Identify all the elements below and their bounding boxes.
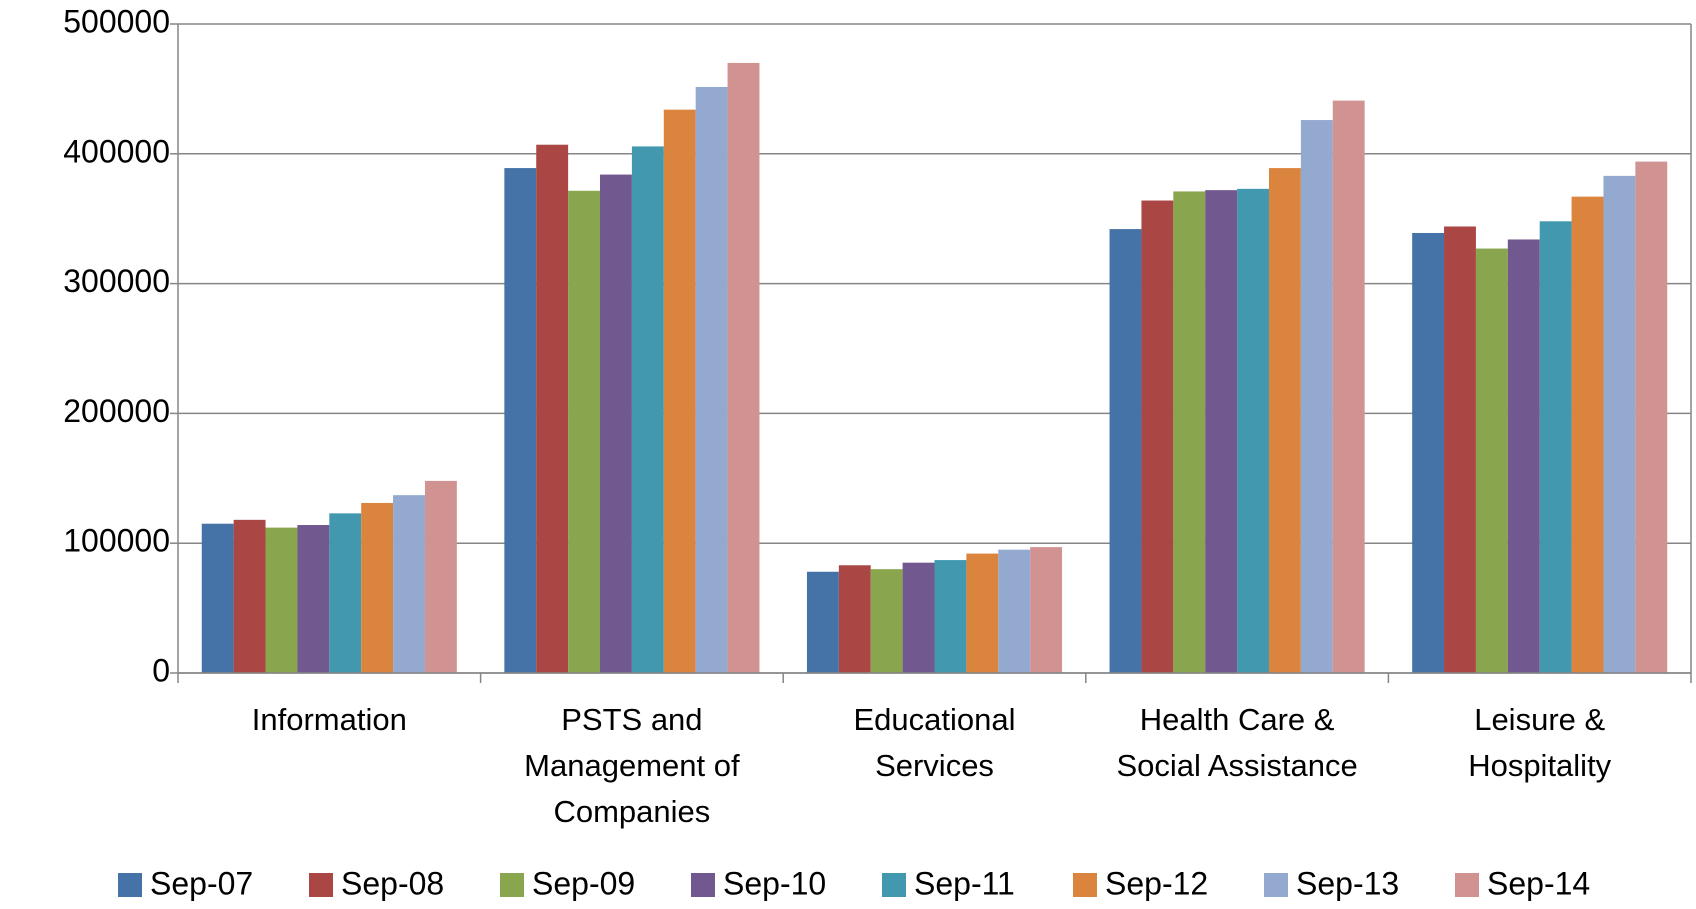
bar bbox=[424, 480, 457, 673]
legend-label: Sep-07 bbox=[150, 865, 253, 901]
bar bbox=[233, 519, 266, 673]
legend-swatch bbox=[1264, 873, 1288, 897]
legend-label: Sep-09 bbox=[532, 865, 635, 901]
y-tick-label: 0 bbox=[152, 652, 170, 688]
bar bbox=[663, 109, 696, 674]
bar bbox=[1603, 175, 1636, 673]
bar bbox=[1332, 100, 1365, 673]
x-tick-label: Leisure & Hospitality bbox=[1468, 702, 1612, 783]
bar bbox=[1507, 239, 1540, 673]
bar bbox=[870, 569, 903, 673]
bar bbox=[631, 146, 664, 674]
bar bbox=[329, 513, 362, 673]
bar bbox=[1268, 168, 1301, 673]
legend-swatch bbox=[1455, 873, 1479, 897]
legend-swatch bbox=[309, 873, 333, 897]
bar bbox=[727, 62, 760, 673]
bar bbox=[1635, 161, 1668, 673]
bar bbox=[1571, 196, 1604, 673]
bar bbox=[1030, 547, 1063, 673]
bar bbox=[201, 523, 234, 673]
bar bbox=[393, 495, 425, 673]
bar bbox=[1173, 191, 1206, 673]
bar bbox=[1475, 248, 1508, 673]
bar bbox=[806, 571, 839, 673]
bar bbox=[934, 560, 967, 673]
legend-swatch bbox=[118, 873, 142, 897]
legend-label: Sep-12 bbox=[1105, 865, 1208, 901]
bar bbox=[966, 553, 999, 673]
bar bbox=[1412, 232, 1445, 673]
legend-label: Sep-11 bbox=[914, 865, 1015, 901]
x-tick-label: Information bbox=[251, 702, 407, 737]
legend-label: Sep-08 bbox=[341, 865, 444, 901]
bar bbox=[1300, 120, 1333, 673]
legend-swatch bbox=[1073, 873, 1097, 897]
bar bbox=[600, 174, 632, 673]
y-tick-label: 500000 bbox=[63, 3, 170, 39]
legend-label: Sep-14 bbox=[1487, 865, 1590, 901]
legend-swatch bbox=[691, 873, 715, 897]
legend-swatch bbox=[500, 873, 524, 897]
legend-label: Sep-13 bbox=[1296, 865, 1399, 901]
bar bbox=[695, 86, 728, 673]
x-tick-label: Health Care & Social Assistance bbox=[1116, 702, 1358, 783]
y-tick-label: 400000 bbox=[63, 133, 170, 169]
legend-swatch bbox=[882, 873, 906, 897]
x-tick-label: PSTS and Management of Companies bbox=[524, 702, 740, 829]
bar bbox=[1109, 229, 1142, 674]
bar bbox=[1141, 200, 1174, 673]
bar bbox=[504, 168, 537, 673]
bar bbox=[902, 562, 935, 673]
x-tick-label: Educational Services bbox=[853, 702, 1016, 783]
bar bbox=[1539, 221, 1572, 673]
y-tick-label: 200000 bbox=[63, 393, 170, 429]
y-tick-label: 100000 bbox=[63, 523, 170, 559]
bar bbox=[998, 549, 1031, 673]
bar bbox=[838, 565, 871, 673]
bar bbox=[265, 527, 298, 673]
bar bbox=[1237, 188, 1269, 673]
bar bbox=[1444, 226, 1476, 673]
bar bbox=[568, 190, 601, 673]
bar bbox=[536, 144, 569, 674]
legend-label: Sep-10 bbox=[723, 865, 826, 901]
bar bbox=[361, 502, 394, 673]
y-tick-label: 300000 bbox=[63, 263, 170, 299]
bar bbox=[297, 525, 330, 673]
bar bbox=[1205, 190, 1238, 674]
